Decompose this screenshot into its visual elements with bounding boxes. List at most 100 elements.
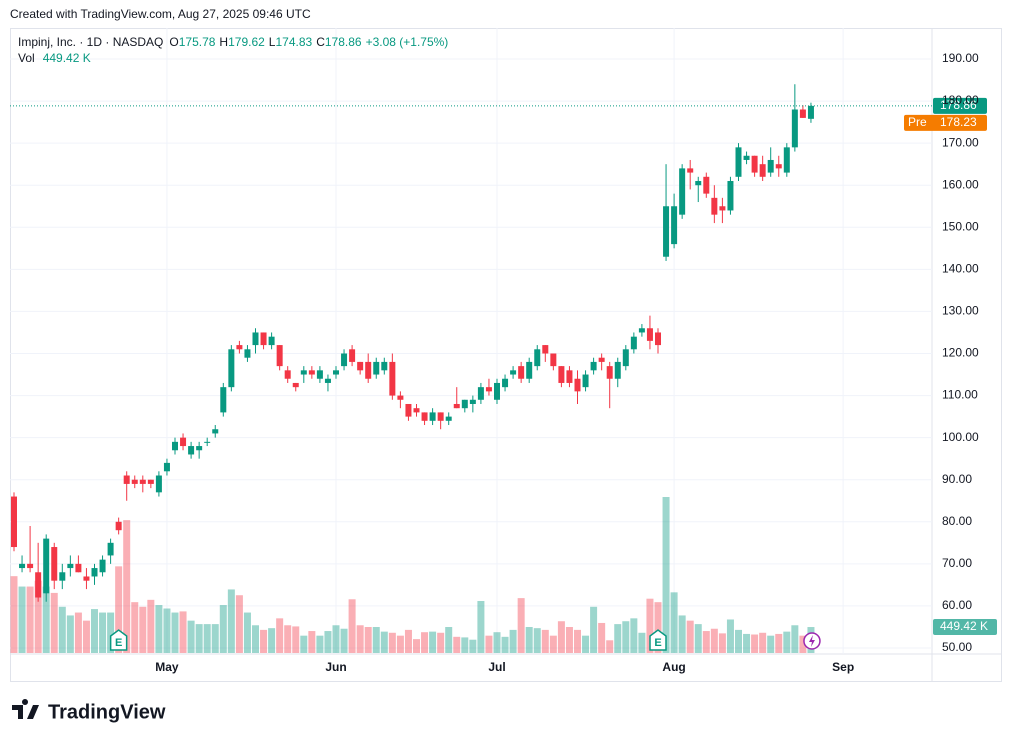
- candle-body: [333, 370, 339, 375]
- ohlc-key: O: [169, 35, 178, 49]
- y-tick-label: 180.00: [942, 93, 979, 107]
- volume-bar: [396, 635, 404, 653]
- candle-body: [19, 563, 26, 569]
- candle-body: [590, 361, 597, 371]
- volume-bar: [372, 627, 380, 653]
- ohlc-value: 179.62: [228, 35, 265, 49]
- volume-bar: [517, 598, 525, 653]
- candle-body: [123, 475, 130, 484]
- volume-bar: [541, 629, 549, 653]
- volume-bar: [421, 632, 429, 653]
- brand-name: TradingView: [48, 701, 166, 723]
- volume-bar: [252, 625, 259, 653]
- volume-bar: [316, 635, 324, 653]
- volume-bar: [243, 612, 251, 653]
- volume-bar: [179, 611, 187, 653]
- candle-body: [510, 370, 517, 375]
- candle-body: [51, 547, 58, 581]
- candle-body: [558, 366, 565, 383]
- y-tick-label: 60.00: [942, 598, 972, 612]
- candle-body: [91, 568, 98, 577]
- candle-body: [349, 349, 356, 362]
- volume-bar: [557, 621, 565, 653]
- candle-body: [300, 370, 307, 375]
- candle-body: [421, 412, 428, 421]
- candle-body: [719, 206, 726, 211]
- news-bolt: [808, 635, 815, 647]
- candle-body: [566, 370, 573, 383]
- last-price-label: 178.86: [940, 98, 977, 112]
- volume-bar: [437, 632, 445, 653]
- volume-bar: [565, 627, 573, 653]
- symbol: Impinj, Inc. · 1D · NASDAQ: [18, 35, 163, 49]
- volume-bar: [638, 632, 646, 653]
- volume-bar: [123, 520, 131, 653]
- volume-bar: [678, 615, 686, 653]
- x-tick-label: Aug: [662, 660, 685, 674]
- volume-bar: [26, 586, 34, 653]
- candle-body: [477, 387, 484, 400]
- y-tick-label: 110.00: [942, 388, 978, 402]
- y-tick-label: 100.00: [942, 430, 979, 444]
- x-tick-label: Jul: [488, 660, 505, 674]
- volume-bar: [404, 629, 412, 653]
- candle-body: [791, 109, 798, 148]
- candle-body: [316, 370, 323, 379]
- candle-body: [783, 147, 790, 173]
- frame: [10, 28, 1002, 682]
- volume-bar: [735, 629, 742, 653]
- volume-bar: [751, 634, 759, 653]
- y-tick-label: 150.00: [942, 219, 979, 233]
- candle-body: [630, 336, 637, 350]
- volume-bar: [759, 632, 767, 653]
- candle-body: [43, 538, 50, 594]
- candle-body: [743, 155, 750, 160]
- candle-body: [75, 563, 82, 573]
- candle-body: [11, 496, 17, 548]
- volume-bar: [203, 624, 211, 653]
- candle-body: [67, 563, 74, 569]
- volume-bar: [332, 625, 340, 653]
- volume-bar: [195, 624, 203, 653]
- candle-body: [759, 164, 766, 177]
- candle-body: [260, 332, 267, 346]
- candle-body: [453, 403, 460, 409]
- candle-body: [614, 361, 621, 379]
- volume-legend: Vol 449.42 K: [18, 51, 91, 65]
- volume-bar: [606, 640, 614, 653]
- candle-body: [574, 378, 581, 392]
- volume-bar: [292, 626, 300, 653]
- ohlc-value: 174.83: [275, 35, 312, 49]
- volume-bar: [284, 625, 292, 653]
- volume-bar: [590, 606, 598, 653]
- candle-body: [27, 563, 34, 569]
- volume-bar: [501, 636, 509, 653]
- y-tick-label: 190.00: [942, 51, 979, 65]
- volume-bar: [493, 632, 501, 653]
- candle-body: [284, 370, 291, 379]
- candle-body: [381, 361, 388, 371]
- candle-body: [220, 387, 227, 413]
- volume-bar: [147, 599, 155, 653]
- volume-bar: [300, 635, 308, 653]
- volume-bar: [227, 589, 235, 653]
- volume-title: Vol: [18, 51, 35, 65]
- volume-bar: [743, 633, 751, 653]
- volume-bar: [50, 592, 58, 653]
- candle-body: [711, 197, 718, 215]
- volume-badge: [933, 619, 997, 636]
- candle-body: [469, 399, 476, 404]
- volume-bar: [34, 580, 42, 653]
- pre-badge: [904, 114, 987, 131]
- volume-bar: [453, 636, 461, 653]
- candle-body: [542, 345, 549, 354]
- volume-bar: [791, 625, 799, 653]
- candle-body: [172, 441, 178, 451]
- candle-body: [196, 446, 203, 451]
- volume-bar: [348, 599, 356, 653]
- candle-body: [163, 462, 170, 472]
- ohlc-key: C: [316, 35, 325, 49]
- x-tick-label: Sep: [832, 660, 854, 674]
- overlay: 178.86 Pre 178.23 449.42 K E E: [10, 97, 997, 651]
- legend: Impinj, Inc. · 1D · NASDAQ O175.78 H179.62…: [18, 35, 448, 49]
